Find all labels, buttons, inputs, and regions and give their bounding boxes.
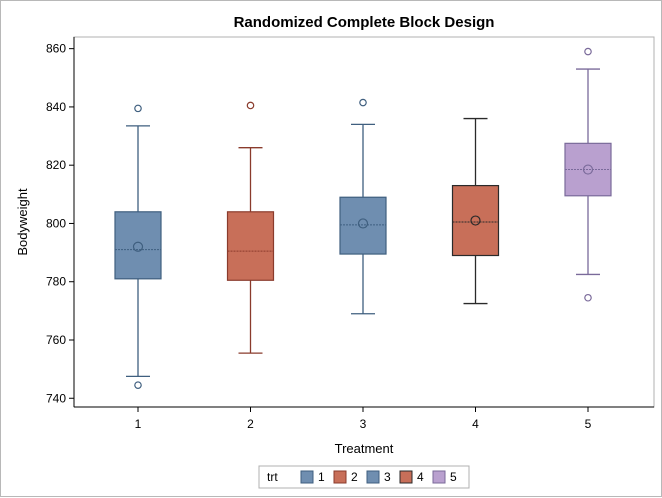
- mean-marker: [132, 241, 144, 252]
- outlier-point: [584, 47, 592, 56]
- x-axis-ticks: 1 2 3 4 5: [135, 407, 592, 431]
- legend-label-2: 2: [351, 470, 358, 484]
- mean-marker: [470, 215, 481, 226]
- mean-marker: [582, 164, 594, 175]
- x-tick-label: 3: [360, 417, 367, 431]
- y-tick-label: 800: [46, 216, 66, 230]
- legend-swatch-1: [300, 470, 314, 484]
- x-tick-label: 5: [585, 417, 592, 431]
- outlier-point: [134, 381, 142, 389]
- legend: trt 1 2 3 4 5: [258, 465, 470, 489]
- x-tick-label: 2: [247, 417, 254, 431]
- y-tick-label: 740: [46, 391, 66, 405]
- y-tick-label: 780: [46, 275, 66, 289]
- legend-label-5: 5: [450, 470, 457, 484]
- y-tick-label: 840: [46, 100, 66, 114]
- outlier-point: [359, 98, 367, 107]
- x-axis-label: Treatment: [335, 441, 394, 456]
- interquartile-box: [451, 184, 500, 257]
- y-tick-label: 860: [46, 42, 66, 56]
- y-axis-ticks: 740 760 780 800 820 840 860: [46, 42, 74, 405]
- mean-marker: [357, 218, 369, 229]
- x-tick-label: 4: [472, 417, 479, 431]
- chart-title: Randomized Complete Block Design: [234, 14, 495, 31]
- legend-swatch-3: [366, 470, 380, 484]
- legend-title: trt: [267, 470, 278, 484]
- box-4: [451, 117, 500, 305]
- x-tick-label: 1: [135, 417, 142, 431]
- legend-label-1: 1: [318, 470, 325, 484]
- boxes-group: [114, 47, 612, 389]
- interquartile-box: [226, 211, 275, 281]
- box-2: [226, 101, 275, 354]
- legend-swatch-2: [333, 470, 347, 484]
- outlier-point: [134, 104, 142, 113]
- legend-label-3: 3: [384, 470, 391, 484]
- outlier-point: [246, 101, 255, 110]
- y-tick-label: 760: [46, 333, 66, 347]
- interquartile-box: [114, 211, 162, 280]
- y-tick-label: 820: [46, 158, 66, 172]
- y-axis-label: Bodyweight: [15, 188, 30, 256]
- box-1: [114, 104, 162, 389]
- legend-swatch-4: [399, 470, 413, 484]
- box-5: [564, 47, 612, 302]
- interquartile-box: [339, 196, 387, 255]
- legend-label-4: 4: [417, 470, 424, 484]
- box-3: [339, 98, 387, 315]
- legend-swatch-5: [432, 470, 446, 484]
- outlier-point: [584, 293, 592, 302]
